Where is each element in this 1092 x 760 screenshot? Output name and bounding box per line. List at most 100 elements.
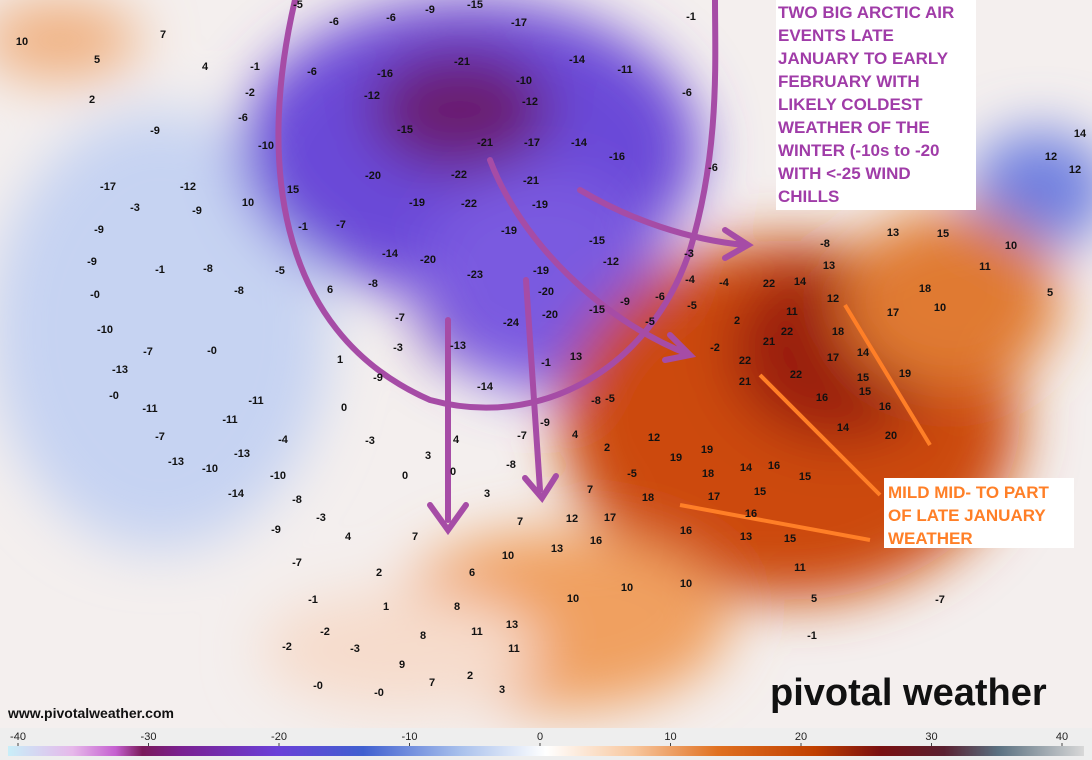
value-label: -10 [258, 140, 274, 152]
value-label: -0 [109, 390, 119, 402]
value-label: -15 [397, 124, 413, 136]
value-label: -19 [501, 225, 517, 237]
value-label: 19 [899, 368, 911, 380]
note-line: OF LATE JANUARY [888, 506, 1046, 525]
value-label: -6 [238, 112, 248, 124]
value-label: 11 [786, 306, 798, 318]
value-label: 15 [937, 228, 949, 240]
value-label: 16 [590, 535, 602, 547]
value-label: 18 [702, 468, 714, 480]
value-label: 5 [94, 54, 100, 66]
value-label: 4 [453, 434, 460, 446]
value-label: 22 [763, 278, 775, 290]
value-label: -15 [589, 304, 605, 316]
value-label: -16 [609, 151, 625, 163]
value-label: -1 [807, 630, 817, 642]
value-label: -4 [685, 274, 696, 286]
value-label: -17 [524, 137, 540, 149]
note-line: MILD MID- TO PART [888, 483, 1049, 502]
value-label: 10 [680, 578, 692, 590]
value-label: -7 [155, 431, 165, 443]
value-label: 3 [499, 684, 505, 696]
value-label: 1 [337, 354, 343, 366]
value-label: 18 [832, 326, 844, 338]
value-label: -8 [591, 395, 601, 407]
note-line: WINTER (-10s to -20 [778, 141, 940, 160]
value-label: -7 [292, 557, 302, 569]
value-label: -6 [708, 162, 718, 174]
value-label: -21 [454, 56, 470, 68]
value-label: 18 [919, 283, 931, 295]
colorbar-tick-label: -10 [402, 731, 418, 743]
value-label: -15 [467, 0, 483, 11]
value-label: 2 [376, 567, 382, 579]
value-label: 19 [701, 444, 713, 456]
value-label: -16 [377, 68, 393, 80]
value-label: 16 [816, 392, 828, 404]
value-label: 18 [642, 492, 654, 504]
value-label: -0 [207, 345, 217, 357]
value-label: 4 [345, 531, 352, 543]
note-line: FEBRUARY WITH [778, 72, 920, 91]
value-label: -2 [710, 342, 720, 354]
colorbar-tick-label: -40 [10, 731, 26, 743]
value-label: 7 [517, 516, 523, 528]
value-label: -14 [477, 381, 494, 393]
value-label: -14 [571, 137, 588, 149]
value-label: -22 [461, 198, 477, 210]
value-label: -12 [522, 96, 538, 108]
value-label: -7 [336, 219, 346, 231]
value-label: -14 [228, 488, 245, 500]
value-label: -0 [90, 289, 100, 301]
value-label: 4 [572, 429, 579, 441]
value-label: -9 [87, 256, 97, 268]
note-mild: MILD MID- TO PART OF LATE JANUARY WEATHER [888, 483, 1049, 548]
value-label: -20 [538, 286, 554, 298]
value-label: -2 [320, 626, 330, 638]
value-label: 12 [1069, 164, 1081, 176]
value-label: 13 [551, 543, 563, 555]
value-label: 2 [604, 442, 610, 454]
value-label: 11 [794, 562, 806, 574]
note-line: JANUARY TO EARLY [778, 49, 949, 68]
note-line: CHILLS [778, 187, 839, 206]
value-label: -8 [820, 238, 830, 250]
value-label: -4 [278, 434, 289, 446]
colorbar [8, 746, 1084, 756]
value-label: -12 [180, 181, 196, 193]
value-label: -20 [420, 254, 436, 266]
colorbar-tick-label: 10 [664, 731, 676, 743]
value-label: -6 [682, 87, 692, 99]
value-label: -2 [282, 641, 292, 653]
value-label: 7 [160, 29, 166, 41]
value-label: -20 [542, 309, 558, 321]
value-label: 10 [934, 302, 946, 314]
value-label: -1 [686, 11, 696, 23]
value-label: -1 [298, 221, 308, 233]
value-label: -1 [155, 264, 165, 276]
value-label: -11 [248, 395, 263, 407]
value-label: -3 [316, 512, 326, 524]
value-label: -4 [719, 277, 730, 289]
value-label: 14 [1074, 128, 1087, 140]
value-label: -10 [202, 463, 218, 475]
value-label: 12 [648, 432, 660, 444]
colorbar-tick-label: 20 [795, 731, 807, 743]
value-label: -2 [245, 87, 255, 99]
value-label: 13 [506, 619, 518, 631]
value-label: 14 [837, 422, 850, 434]
value-label: -21 [477, 137, 493, 149]
value-label: -8 [292, 494, 302, 506]
value-label: 21 [763, 336, 775, 348]
value-label: -9 [94, 224, 104, 236]
value-label: -10 [97, 324, 113, 336]
value-label: -13 [112, 364, 128, 376]
value-label: -9 [620, 296, 630, 308]
note-arctic: TWO BIG ARCTIC AIR EVENTS LATE JANUARY TO … [778, 3, 954, 206]
colorbar-tick-label: -30 [141, 731, 157, 743]
value-label: 12 [566, 513, 578, 525]
value-label: -10 [270, 470, 286, 482]
value-label: 13 [740, 531, 752, 543]
value-label: 2 [89, 94, 95, 106]
